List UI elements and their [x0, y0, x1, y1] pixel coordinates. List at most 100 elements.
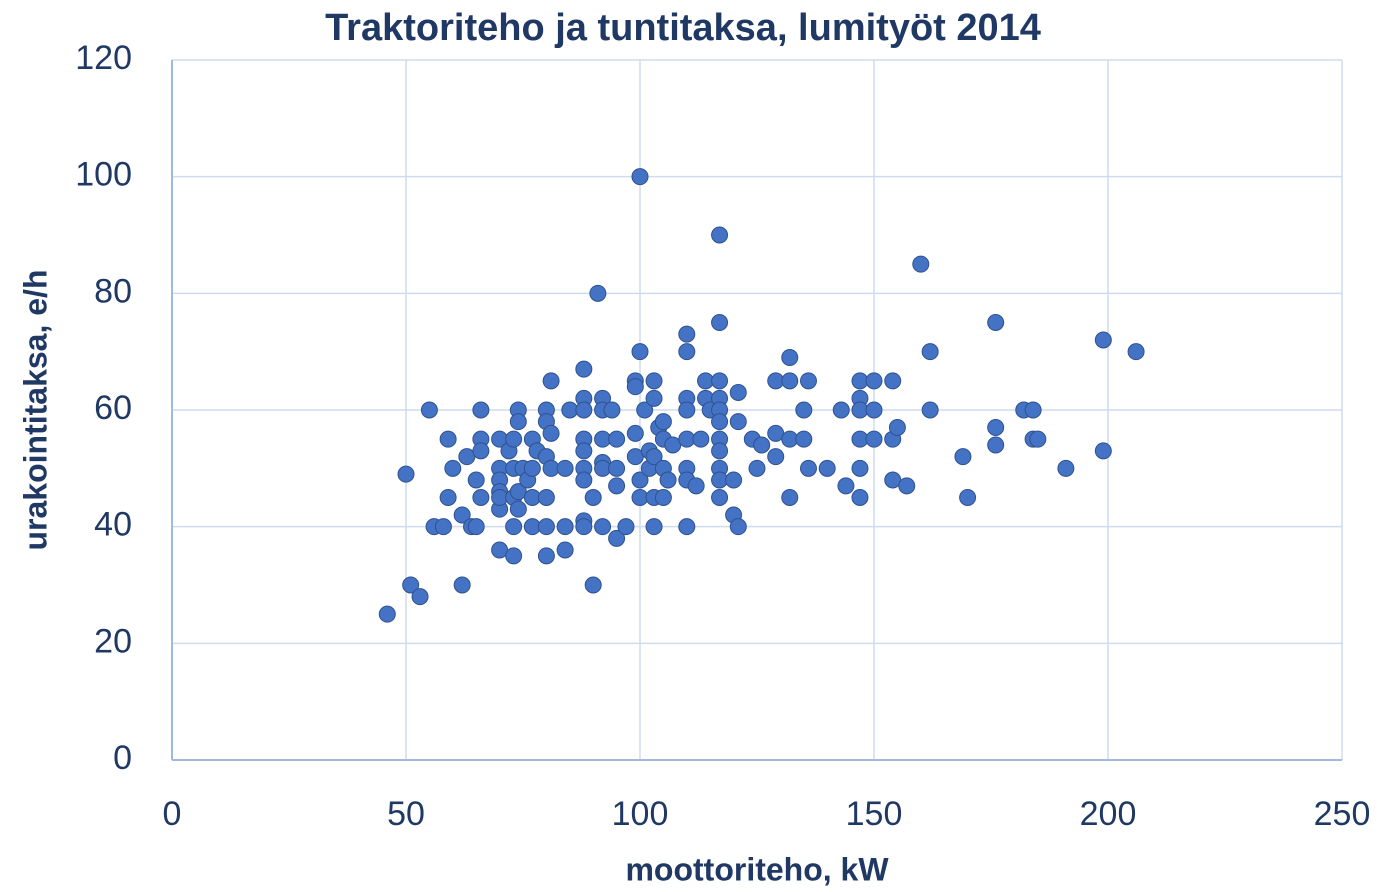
- point: [795, 401, 813, 419]
- x-tick-label: 0: [163, 795, 182, 833]
- point: [608, 459, 626, 477]
- point: [837, 477, 855, 495]
- y-tick-label: 80: [94, 272, 132, 310]
- point: [1127, 343, 1145, 361]
- point: [472, 489, 490, 506]
- point: [575, 518, 593, 536]
- point: [631, 168, 649, 186]
- point: [636, 401, 654, 419]
- point: [645, 518, 663, 536]
- point: [1024, 401, 1042, 419]
- point: [687, 477, 705, 495]
- point: [397, 465, 415, 483]
- x-axis-label: moottoriteho, kW: [625, 851, 889, 887]
- y-tick-label: 40: [94, 506, 132, 544]
- point: [729, 384, 747, 401]
- point: [575, 360, 593, 378]
- point: [832, 401, 850, 419]
- point: [626, 378, 644, 396]
- point: [711, 442, 729, 460]
- point: [781, 489, 799, 506]
- point: [631, 471, 649, 489]
- point: [888, 419, 906, 436]
- point: [851, 489, 869, 506]
- point: [781, 372, 799, 390]
- point: [617, 518, 635, 536]
- point: [818, 459, 836, 477]
- point: [472, 442, 490, 460]
- point: [659, 471, 677, 489]
- point: [711, 314, 729, 331]
- y-tick-label: 60: [94, 389, 132, 427]
- point: [589, 284, 607, 302]
- point: [711, 489, 729, 506]
- point: [711, 226, 729, 244]
- point: [444, 459, 462, 477]
- point: [865, 430, 883, 448]
- point: [509, 500, 527, 518]
- point: [453, 506, 471, 524]
- point: [556, 459, 574, 477]
- point: [959, 489, 977, 506]
- point: [678, 401, 696, 419]
- point: [537, 489, 555, 506]
- point: [725, 471, 743, 489]
- point: [645, 389, 663, 407]
- point: [556, 541, 574, 559]
- point: [556, 518, 574, 536]
- x-tick-label: 100: [612, 795, 669, 833]
- point: [884, 372, 902, 390]
- point: [1057, 459, 1075, 477]
- point: [575, 442, 593, 460]
- point: [542, 372, 560, 390]
- point: [542, 424, 560, 442]
- point: [378, 605, 396, 623]
- point: [711, 413, 729, 431]
- point: [795, 430, 813, 448]
- point: [799, 372, 817, 390]
- point: [799, 459, 817, 477]
- point: [781, 349, 799, 366]
- point: [865, 372, 883, 390]
- point: [987, 314, 1005, 331]
- point: [645, 448, 663, 466]
- point: [1094, 331, 1112, 349]
- point: [692, 430, 710, 448]
- point: [575, 471, 593, 489]
- point: [921, 401, 939, 419]
- point: [1094, 442, 1112, 460]
- point: [523, 459, 541, 477]
- y-tick-label: 100: [75, 156, 132, 194]
- point: [439, 430, 457, 448]
- point: [472, 401, 490, 419]
- point: [594, 518, 612, 536]
- point: [631, 343, 649, 361]
- point: [912, 255, 930, 273]
- point: [411, 588, 429, 606]
- point: [584, 576, 602, 594]
- point: [767, 448, 785, 466]
- point: [645, 372, 663, 390]
- point: [537, 547, 555, 565]
- x-tick-label: 50: [387, 795, 425, 833]
- point: [898, 477, 916, 495]
- point: [537, 518, 555, 536]
- point: [402, 576, 420, 594]
- point: [748, 459, 766, 477]
- point: [603, 401, 621, 419]
- point: [921, 343, 939, 361]
- point: [954, 448, 972, 466]
- point: [505, 430, 523, 448]
- y-axis-label: urakointitaksa, e/h: [17, 270, 53, 551]
- point: [584, 489, 602, 506]
- point: [509, 413, 527, 431]
- point: [865, 401, 883, 419]
- point: [729, 518, 747, 536]
- point: [575, 401, 593, 419]
- point: [439, 489, 457, 506]
- point: [467, 518, 485, 536]
- chart-title: Traktoriteho ja tuntitaksa, lumityöt 201…: [325, 7, 1041, 49]
- point: [753, 436, 771, 454]
- y-tick-label: 20: [94, 622, 132, 660]
- y-tick-label: 0: [113, 739, 132, 777]
